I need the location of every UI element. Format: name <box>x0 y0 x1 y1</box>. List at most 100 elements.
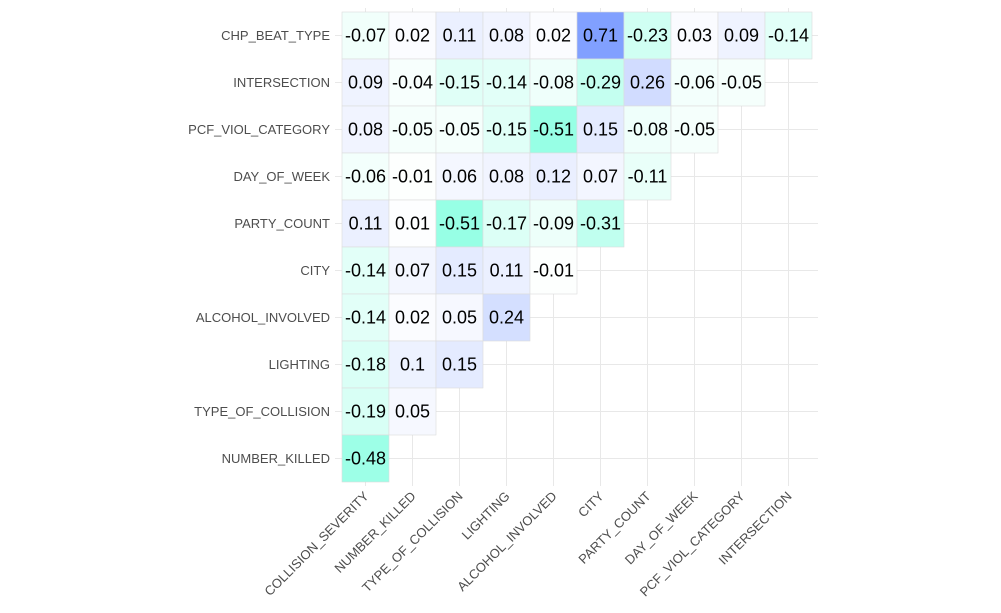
heatmap-cell <box>576 199 625 248</box>
heatmap-cell <box>341 58 390 107</box>
cell-value-label: 0.11 <box>443 26 477 46</box>
cell-value-label: -0.14 <box>486 73 527 93</box>
y-tick-label: ALCOHOL_INVOLVED <box>196 310 330 325</box>
heatmap-cell <box>388 11 437 60</box>
cell-value-label: -0.29 <box>580 73 621 93</box>
cell-value-label: -0.48 <box>345 449 386 469</box>
heatmap-cell <box>670 58 719 107</box>
heatmap-cell <box>341 340 390 389</box>
cell-value-label: 0.24 <box>489 308 524 328</box>
cell-value-label: 0.11 <box>349 214 383 234</box>
cell-value-label: 0.08 <box>489 26 524 46</box>
cell-value-label: 0.11 <box>490 261 524 281</box>
cell-value-labels: -0.07 0.02 0.11 0.08 0.02 0.71 -0.23 0.03 0.09 -0… <box>345 26 809 469</box>
heatmap-cell <box>670 11 719 60</box>
heatmap-cell <box>482 199 531 248</box>
cell-value-label: 0.15 <box>583 120 618 140</box>
cell-value-label: -0.09 <box>533 214 574 234</box>
cell-value-label: -0.05 <box>721 73 762 93</box>
cell-value-label: -0.14 <box>345 261 386 281</box>
cell-value-label: -0.15 <box>486 120 527 140</box>
cell-value-label: 0.07 <box>583 167 618 187</box>
y-tick-label: NUMBER_KILLED <box>222 451 330 466</box>
cell-value-label: 0.08 <box>489 167 524 187</box>
heatmap-cell <box>482 293 531 342</box>
heatmap-cell <box>529 246 578 295</box>
heatmap-cell <box>717 58 766 107</box>
cell-value-label: 0.02 <box>536 26 571 46</box>
cell-value-label: -0.17 <box>486 214 527 234</box>
heatmap-cell <box>388 387 437 436</box>
cell-value-label: 0.09 <box>724 26 759 46</box>
heatmap-cell <box>482 246 531 295</box>
y-tick-label: PARTY_COUNT <box>234 216 330 231</box>
cell-value-label: -0.05 <box>392 120 433 140</box>
heatmap-cell <box>529 199 578 248</box>
heatmap-cell <box>623 58 672 107</box>
heatmap-cell <box>388 199 437 248</box>
heatmap-cells <box>341 11 813 483</box>
heatmap-cell <box>341 152 390 201</box>
cell-value-label: -0.15 <box>439 73 480 93</box>
heatmap-cell <box>670 105 719 154</box>
x-axis-tick-labels: COLLISION_SEVERITYNUMBER_KILLEDTYPE_OF_C… <box>261 488 794 599</box>
cell-value-label: -0.05 <box>439 120 480 140</box>
y-tick-label: PCF_VIOL_CATEGORY <box>188 122 330 137</box>
y-tick-label: LIGHTING <box>269 357 330 372</box>
heatmap-cell <box>388 293 437 342</box>
heatmap-cell <box>576 58 625 107</box>
cell-value-label: 0.05 <box>395 402 430 422</box>
cell-value-label: -0.14 <box>768 26 809 46</box>
heatmap-cell <box>435 11 484 60</box>
cell-value-label: -0.19 <box>345 402 386 422</box>
heatmap-cell <box>576 105 625 154</box>
cell-value-label: -0.06 <box>345 167 386 187</box>
y-axis-tick-labels: CHP_BEAT_TYPE INTERSECTION PCF_VIOL_CATEGO… <box>188 28 330 466</box>
cell-value-label: -0.08 <box>533 73 574 93</box>
cell-value-label: 0.1 <box>400 355 425 375</box>
cell-value-label: -0.06 <box>674 73 715 93</box>
cell-value-label: 0.26 <box>630 73 665 93</box>
cell-value-label: -0.11 <box>628 167 668 187</box>
cell-value-label: 0.15 <box>442 355 477 375</box>
heatmap-cell <box>482 152 531 201</box>
heatmap-cell <box>388 58 437 107</box>
heatmap-cell <box>388 105 437 154</box>
heatmap-cell <box>623 152 672 201</box>
cell-value-label: -0.04 <box>392 73 433 93</box>
cell-value-label: 0.09 <box>348 73 383 93</box>
x-tick-label: NUMBER_KILLED <box>331 489 418 576</box>
cell-value-label: -0.01 <box>392 167 433 187</box>
heatmap-cell <box>764 11 813 60</box>
cell-value-label: -0.51 <box>533 120 574 140</box>
cell-value-label: -0.23 <box>627 26 668 46</box>
cell-value-label: 0.07 <box>395 261 430 281</box>
heatmap-cell <box>388 340 437 389</box>
cell-value-label: -0.01 <box>533 261 574 281</box>
cell-value-label: -0.08 <box>627 120 668 140</box>
cell-value-label: 0.06 <box>442 167 477 187</box>
cell-value-label: 0.01 <box>395 214 430 234</box>
cell-value-label: 0.02 <box>395 26 430 46</box>
y-tick-label: CITY <box>300 263 330 278</box>
heatmap-cell <box>435 246 484 295</box>
heatmap-cell <box>576 152 625 201</box>
cell-value-label: -0.14 <box>345 308 386 328</box>
cell-value-label: -0.51 <box>439 214 480 234</box>
heatmap-cell <box>341 293 390 342</box>
y-tick-label: INTERSECTION <box>233 75 330 90</box>
cell-value-label: 0.12 <box>536 167 571 187</box>
cell-value-label: 0.71 <box>583 26 618 46</box>
cell-value-label: 0.03 <box>677 26 712 46</box>
cell-value-label: 0.02 <box>395 308 430 328</box>
heatmap-cell <box>341 434 390 483</box>
cell-value-label: -0.31 <box>580 214 621 234</box>
heatmap-cell <box>435 58 484 107</box>
cell-value-label: 0.08 <box>348 120 383 140</box>
cell-value-label: -0.07 <box>345 26 386 46</box>
cell-value-label: -0.05 <box>674 120 715 140</box>
y-tick-label: TYPE_OF_COLLISION <box>194 404 330 419</box>
heatmap-cell <box>482 58 531 107</box>
heatmap-cell <box>341 387 390 436</box>
